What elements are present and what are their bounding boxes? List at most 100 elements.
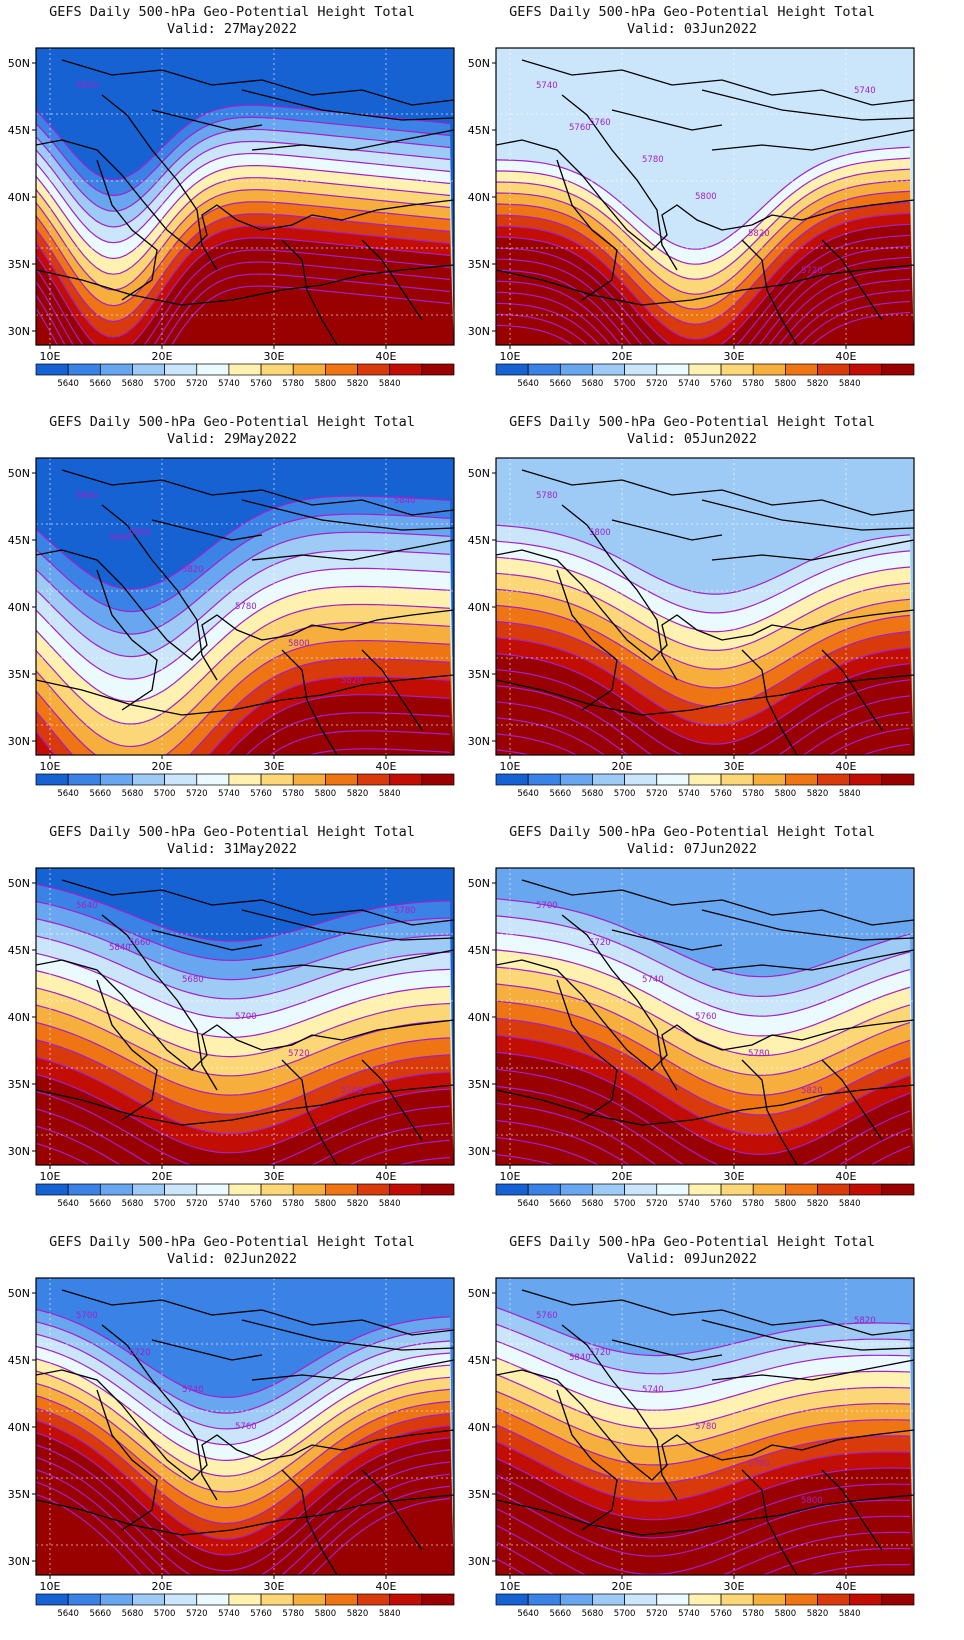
- colorbar-label: 5820: [807, 1609, 829, 1619]
- colorbar-swatch: [292, 1593, 326, 1606]
- colorbar-swatch: [260, 773, 294, 786]
- lat-label: 50N: [8, 57, 30, 70]
- colorbar-label: 5820: [347, 789, 369, 799]
- contour-label: 5760: [536, 1311, 558, 1321]
- colorbar-swatch: [559, 773, 593, 786]
- contour-line: [36, 225, 451, 338]
- colorbar-swatch: [592, 363, 625, 376]
- contour-line: [36, 970, 451, 1038]
- contour-line: [496, 1474, 911, 1539]
- map-panel-29may2022: GEFS Daily 500-hPa Geo-Potential Height …: [2, 410, 462, 820]
- colorbar-label: 5640: [517, 1609, 539, 1619]
- lat-label: 35N: [468, 258, 490, 271]
- contour-line: [496, 1491, 911, 1557]
- panel-valid-date: Valid: 09Jun2022: [626, 1251, 758, 1267]
- coastline: [521, 59, 914, 106]
- lat-label: 40N: [8, 1011, 30, 1024]
- colorbar-label: 5780: [282, 789, 304, 799]
- contour-line: [36, 883, 451, 942]
- colorbar-swatch: [325, 1183, 358, 1196]
- colorbar-label: 5720: [646, 1199, 668, 1209]
- colorbar-label: 5840: [839, 379, 861, 389]
- colorbar-label: 5720: [646, 1609, 668, 1619]
- colorbar-swatch: [421, 1183, 455, 1196]
- colorbar-swatch: [67, 1593, 101, 1606]
- colorbar-label: 5820: [807, 1199, 829, 1209]
- colorbar-label: 5660: [549, 789, 571, 799]
- colorbar-label: 5720: [646, 379, 668, 389]
- contour-line: [36, 549, 451, 658]
- colorbar-swatch: [624, 773, 658, 786]
- coastline: [61, 59, 454, 106]
- panel-title: GEFS Daily 500-hPa Geo-Potential Height …: [509, 414, 875, 430]
- contour-line: [496, 1136, 600, 1165]
- contour-line: [496, 1017, 911, 1116]
- colorbar-label: 5720: [186, 1199, 208, 1209]
- coastline: [561, 1324, 678, 1501]
- colorbar-swatch: [292, 1183, 326, 1196]
- coastline: [496, 674, 914, 716]
- band-fill: [496, 1558, 913, 1575]
- lat-label: 35N: [468, 1078, 490, 1091]
- contour-line: [496, 1034, 911, 1136]
- colorbar-label: 5740: [678, 1199, 700, 1209]
- colorbar-swatch: [624, 1593, 658, 1606]
- lon-label: 10E: [40, 760, 61, 773]
- colorbar-swatch: [720, 1183, 754, 1196]
- coastline: [251, 539, 454, 561]
- map-panel-07jun2022: GEFS Daily 500-hPa Geo-Potential Height …: [462, 820, 922, 1230]
- colorbar-swatch: [389, 773, 423, 786]
- contour-line: [36, 1407, 451, 1525]
- colorbar-swatch: [592, 1183, 625, 1196]
- colorbar-label: 5760: [250, 1199, 272, 1209]
- colorbar-label: 5820: [347, 379, 369, 389]
- colorbar-swatch: [720, 363, 754, 376]
- coastline: [36, 959, 454, 1071]
- colorbar-swatch: [357, 363, 391, 376]
- contour-line: [36, 918, 451, 981]
- colorbar-swatch: [881, 773, 915, 786]
- colorbar-swatch: [592, 773, 625, 786]
- coastline: [496, 264, 914, 306]
- lon-label: 30E: [724, 350, 745, 363]
- coastline: [561, 504, 678, 681]
- contour-line: [496, 540, 911, 614]
- contour-line: [307, 748, 451, 755]
- colorbar-swatch: [527, 1593, 561, 1606]
- colorbar-swatch: [752, 773, 786, 786]
- contour-label: 5740: [642, 975, 664, 985]
- contour-line: [496, 669, 911, 755]
- colorbar-swatch: [817, 773, 851, 786]
- contour-line: [36, 952, 451, 1019]
- contour-label: 5740: [182, 1385, 204, 1395]
- colorbar-swatch: [688, 1183, 722, 1196]
- contour-label: 5660: [129, 938, 151, 948]
- contour-line: [496, 604, 911, 689]
- contour-line: [36, 165, 451, 260]
- lat-label: 45N: [8, 534, 30, 547]
- contour-label: 5760: [569, 123, 591, 133]
- contour-label: 5800: [801, 1496, 823, 1506]
- colorbar-label: 5840: [379, 789, 401, 799]
- coastline: [711, 129, 914, 151]
- panel-valid-date: Valid: 29May2022: [166, 431, 298, 447]
- band-fill: [36, 1108, 454, 1165]
- colorbar-label: 5680: [582, 789, 604, 799]
- lon-label: 10E: [40, 1580, 61, 1593]
- contour-label: 5840: [394, 496, 416, 506]
- coastline: [496, 549, 914, 661]
- contour-line: [36, 104, 451, 181]
- coastline: [496, 1494, 914, 1536]
- colorbar-swatch: [849, 363, 883, 376]
- colorbar-label: 5680: [582, 379, 604, 389]
- panel-title: GEFS Daily 500-hPa Geo-Potential Height …: [49, 824, 415, 840]
- contour-line: [36, 201, 451, 307]
- coastline: [36, 264, 454, 306]
- lat-label: 30N: [468, 1145, 490, 1158]
- coastline: [151, 109, 263, 131]
- contour-line: [496, 1558, 911, 1575]
- lat-label: 40N: [468, 601, 490, 614]
- lon-label: 30E: [724, 1580, 745, 1593]
- colorbar-label: 5740: [218, 1609, 240, 1619]
- colorbar-label: 5840: [839, 1609, 861, 1619]
